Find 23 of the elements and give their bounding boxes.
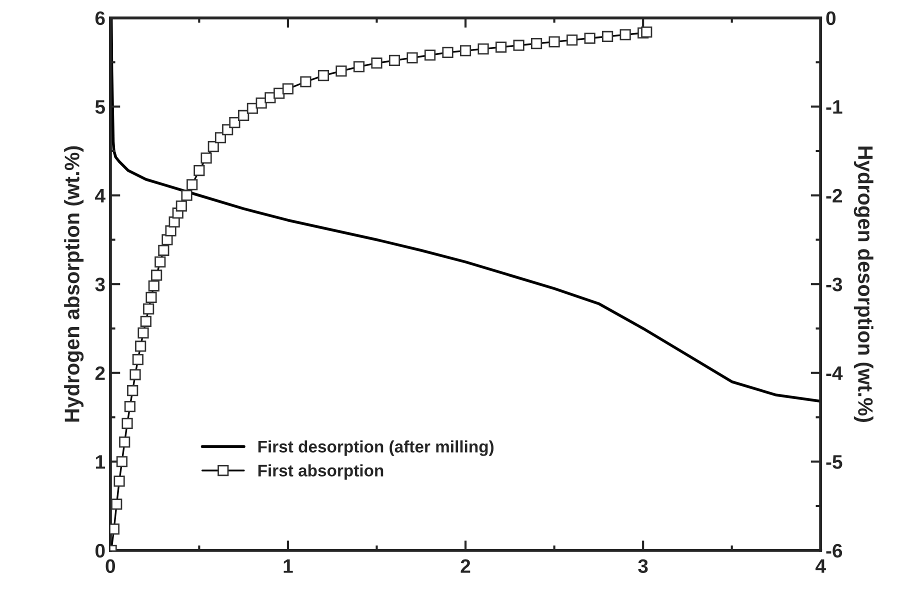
y2-tick-label: 0 — [826, 11, 836, 26]
x-tick-label: 2 — [460, 559, 470, 573]
y2-tick-label: -3 — [826, 278, 842, 292]
legend-label: First absorption — [258, 464, 384, 480]
x-tick-label: 0 — [106, 559, 116, 573]
y2-tick-label: -1 — [826, 100, 842, 114]
y-tick-label: 0 — [95, 544, 105, 558]
y-axis-title: Hydrogen absorption (wt.%) — [64, 146, 84, 422]
y-tick-label: 1 — [96, 455, 105, 469]
y2-tick-label: -2 — [826, 188, 842, 202]
y-tick-label: 6 — [95, 11, 105, 26]
x-tick-label: 3 — [638, 559, 648, 574]
y2-tick-label: -5 — [826, 455, 842, 469]
y-tick-label: 3 — [95, 278, 105, 292]
y-tick-label: 2 — [95, 366, 105, 380]
y2-tick-label: -4 — [826, 366, 843, 380]
legend-label: First desorption (after milling) — [258, 440, 494, 456]
y-tick-label: 4 — [95, 189, 106, 202]
x-tick-label: 1 — [284, 559, 293, 573]
y2-tick-label: -6 — [826, 544, 842, 558]
y-tick-label: 5 — [95, 100, 105, 114]
y2-axis-title: Hydrogen desorption (wt.%) — [854, 146, 874, 422]
x-tick-label: 4 — [816, 559, 826, 573]
